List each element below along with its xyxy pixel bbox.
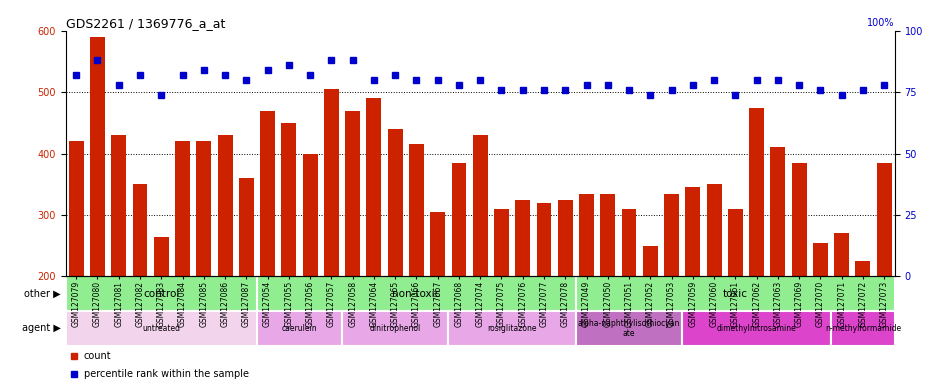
Bar [68,141,83,384]
Bar [90,37,105,384]
Bar [451,163,466,384]
Bar [576,276,894,311]
Bar [302,154,317,384]
Bar [366,98,381,384]
Bar [727,209,742,384]
Bar [342,311,447,346]
Bar [621,209,636,384]
Bar [812,243,827,384]
Bar [66,311,256,346]
Bar [430,212,445,384]
Text: GDS2261 / 1369776_a_at: GDS2261 / 1369776_a_at [66,17,225,30]
Bar [536,203,551,384]
Text: toxic: toxic [722,289,747,299]
Text: caerulein: caerulein [282,324,317,333]
Bar [473,135,487,384]
Bar [66,276,256,311]
Bar [515,200,530,384]
Text: dinitrophenol: dinitrophenol [369,324,420,333]
Bar [664,194,679,384]
Bar [681,311,830,346]
Text: dimethylnitrosamine: dimethylnitrosamine [716,324,796,333]
Bar [830,311,894,346]
Text: rosiglitazone: rosiglitazone [487,324,536,333]
Text: non-toxic: non-toxic [392,289,440,299]
Text: percentile rank within the sample: percentile rank within the sample [83,369,249,379]
Bar [791,163,806,384]
Bar [175,141,190,384]
Bar [578,194,593,384]
Text: agent ▶: agent ▶ [22,323,61,333]
Bar [769,147,784,384]
Bar [111,135,126,384]
Bar [642,246,657,384]
Text: 100%: 100% [867,18,894,28]
Text: control: control [143,289,180,299]
Bar [706,184,721,384]
Text: untreated: untreated [142,324,180,333]
Bar [576,311,681,346]
Bar [344,111,359,384]
Bar [132,184,147,384]
Bar [281,123,296,384]
Bar [324,89,339,384]
Bar [408,144,423,384]
Bar [256,311,342,346]
Text: alpha-naphthylisothiocyan
ate: alpha-naphthylisothiocyan ate [578,319,680,338]
Bar [876,163,891,384]
Text: count: count [83,351,111,361]
Bar [749,108,763,384]
Bar [256,276,576,311]
Bar [855,261,870,384]
Bar [447,311,576,346]
Bar [833,233,848,384]
Bar [197,141,211,384]
Bar [600,194,615,384]
Bar [260,111,275,384]
Text: other ▶: other ▶ [24,289,61,299]
Bar [217,135,232,384]
Bar [684,187,699,384]
Bar [493,209,508,384]
Bar [154,237,168,384]
Bar [239,178,254,384]
Bar [388,129,402,384]
Bar [557,200,572,384]
Text: n-methylformamide: n-methylformamide [824,324,900,333]
